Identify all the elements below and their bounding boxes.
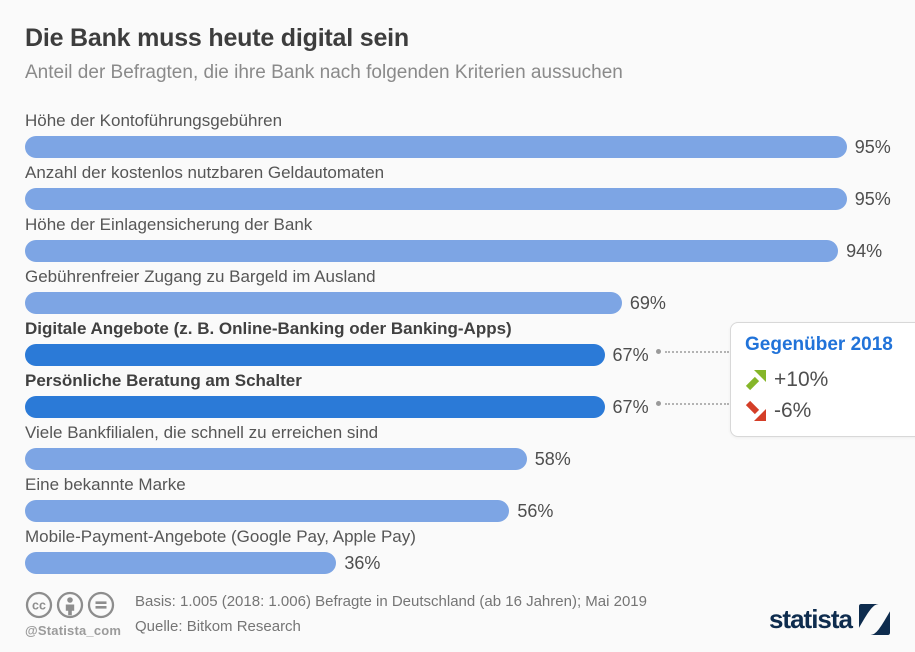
chart-row: Mobile-Payment-Angebote (Google Pay, App… [25,527,910,579]
bar-value: 67% [612,397,649,417]
chart-row: Höhe der Kontoführungsgebühren 95% [25,111,910,163]
callout-item-decrease: -6% [745,395,915,426]
chart-row: Digitale Angebote (z. B. Online-Banking … [25,319,910,371]
no-derivatives-icon [87,591,115,619]
bar-chart: Höhe der Kontoführungsgebühren 95% Anzah… [25,111,910,579]
callout-title: Gegenüber 2018 [745,334,893,355]
license-block: cc @Statista_com [25,591,130,638]
bar-line: 56% [25,500,910,522]
statista-logo-icon [859,604,890,635]
bar [25,552,337,574]
bar-label: Viele Bankfilialen, die schnell zu errei… [25,423,379,442]
arrow-up-right-icon [745,369,766,390]
bar-label: Digitale Angebote (z. B. Online-Banking … [25,319,512,338]
arrow-down-right-icon [745,400,766,421]
callout-connector-bottom [656,401,729,406]
source-text: Quelle: Bitkom Research [135,617,301,635]
statista-logo-text: statista [768,604,853,634]
bar-line: 95% [25,136,910,158]
attribution-icon [56,591,84,619]
bar-value: 56% [517,501,554,521]
statista-handle: @Statista_com [25,623,122,638]
bar-line: 69% [25,292,910,314]
page-title: Die Bank muss heute digital sein [25,24,409,52]
callout-box: Gegenüber 2018 +10% -6% [730,322,915,437]
bar [25,240,839,262]
bar-line: 67% [25,396,910,418]
callout-value-decrease: -6% [774,398,812,422]
source-block: Basis: 1.005 (2018: 1.006) Befragte in D… [135,590,647,639]
bar-label: Eine bekannte Marke [25,475,186,494]
bar-label: Höhe der Kontoführungsgebühren [25,111,283,130]
bar [25,344,605,366]
bar-line: 36% [25,552,910,574]
bar [25,396,605,418]
chart-row: Eine bekannte Marke 56% [25,475,910,527]
bar-value: 94% [846,241,883,261]
bar-value: 69% [629,293,666,313]
bar [25,500,510,522]
license-icons: cc [25,591,130,619]
chart-row: Persönliche Beratung am Schalter 67% [25,371,910,423]
bar-line: 58% [25,448,910,470]
chart-row: Anzahl der kostenlos nutzbaren Geldautom… [25,163,910,215]
chart-row: Viele Bankfilialen, die schnell zu errei… [25,423,910,475]
chart-row: Höhe der Einlagensicherung der Bank 94% [25,215,910,267]
statista-logo: statista [769,604,890,635]
page-subtitle: Anteil der Befragten, die ihre Bank nach… [25,62,623,83]
bar-label: Höhe der Einlagensicherung der Bank [25,215,313,234]
bar [25,188,847,210]
bar-value: 95% [854,137,891,157]
bar-value: 95% [854,189,891,209]
bar-label: Persönliche Beratung am Schalter [25,371,302,390]
bar-line: 95% [25,188,910,210]
bar-value: 58% [534,449,571,469]
header: Die Bank muss heute digital sein Anteil … [25,24,623,84]
bar [25,292,622,314]
callout-item-increase: +10% [745,364,915,395]
bar-value: 36% [344,553,381,573]
bar-label: Mobile-Payment-Angebote (Google Pay, App… [25,527,416,546]
bar-line: 94% [25,240,910,262]
bar-value: 67% [612,345,649,365]
bar-label: Anzahl der kostenlos nutzbaren Geldautom… [25,163,385,182]
basis-text: Basis: 1.005 (2018: 1.006) Befragte in D… [135,593,647,610]
chart-row: Gebührenfreier Zugang zu Bargeld im Ausl… [25,267,910,319]
bar [25,448,527,470]
cc-icon: cc [25,591,53,619]
bar-label: Gebührenfreier Zugang zu Bargeld im Ausl… [25,267,376,286]
callout-value-increase: +10% [774,367,829,391]
svg-text:cc: cc [32,599,46,613]
bar-line: 67% [25,344,910,366]
bar [25,136,847,158]
callout-connector-top [656,349,729,354]
